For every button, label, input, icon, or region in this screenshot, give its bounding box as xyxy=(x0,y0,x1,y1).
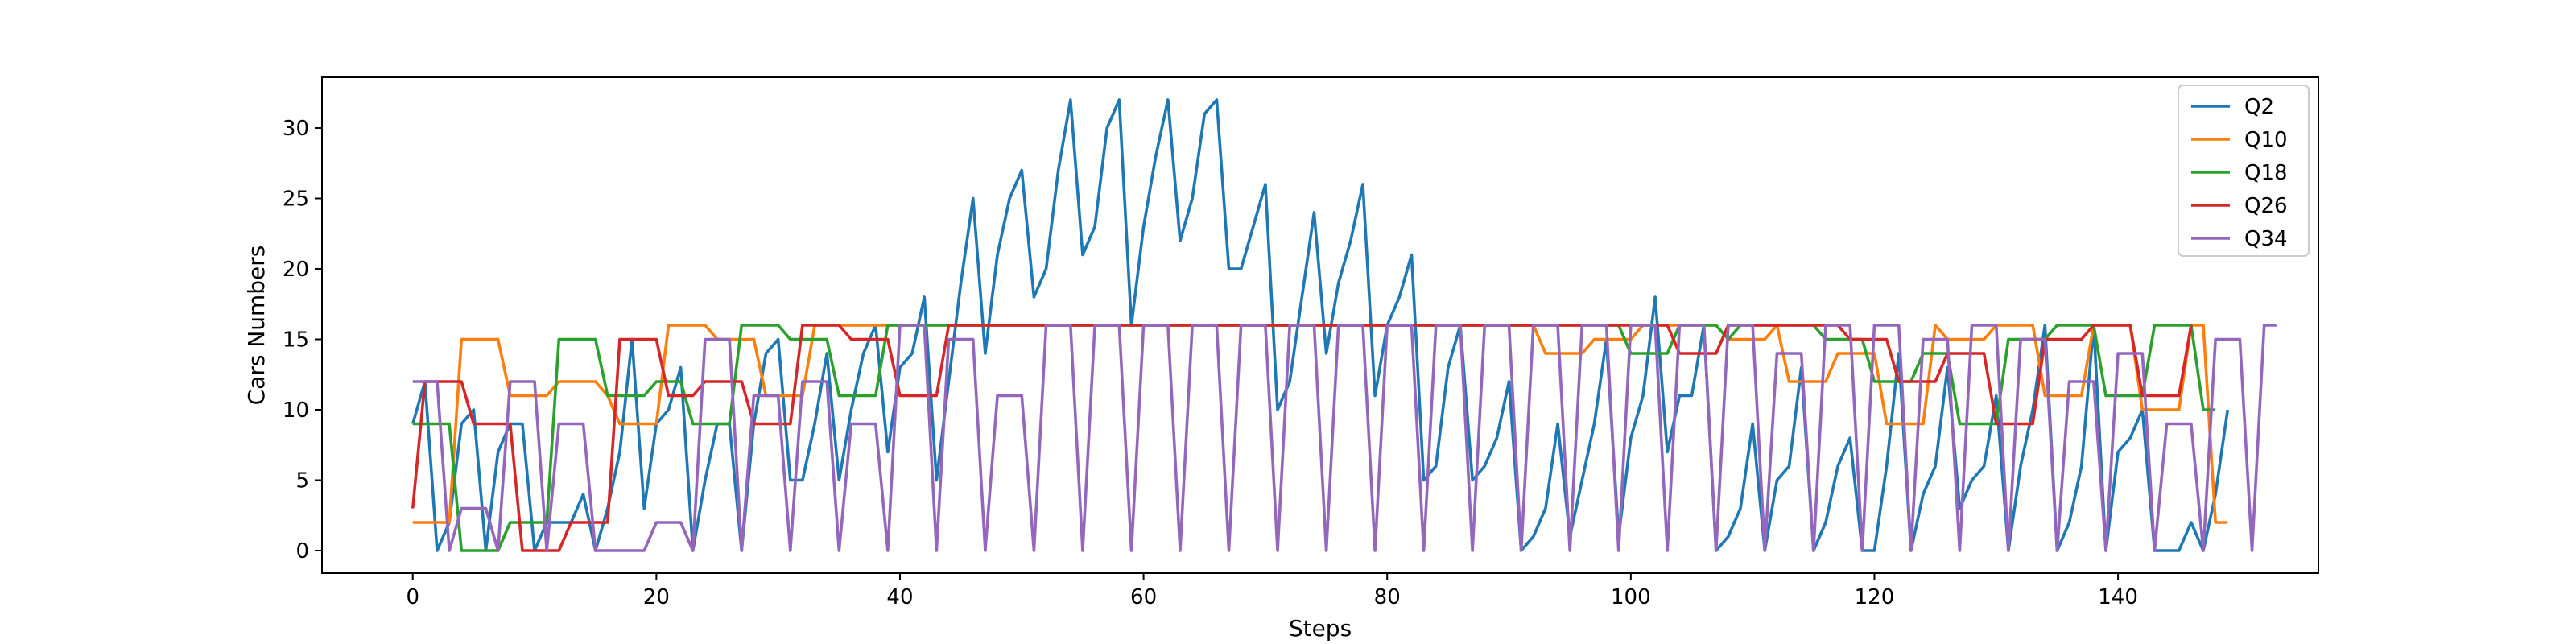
y-tick-label: 15 xyxy=(283,328,309,353)
y-axis-label: Cars Numbers xyxy=(243,246,270,406)
y-tick-label: 25 xyxy=(283,188,309,212)
x-tick-label: 100 xyxy=(1611,585,1651,609)
y-tick-label: 0 xyxy=(295,539,309,564)
x-tick-label: 60 xyxy=(1130,585,1157,609)
x-tick-label: 140 xyxy=(2098,585,2138,609)
y-tick-label: 30 xyxy=(283,117,309,141)
legend-box xyxy=(2178,85,2310,257)
y-tick-label: 5 xyxy=(295,469,309,493)
legend-label-q18: Q18 xyxy=(2244,161,2288,185)
x-axis-label: Steps xyxy=(1289,615,1352,642)
x-tick-label: 80 xyxy=(1374,585,1401,609)
y-tick-label: 10 xyxy=(283,398,309,423)
y-axis: 0 5 10 15 20 25 30 xyxy=(283,117,322,564)
legend-label-q10: Q10 xyxy=(2244,128,2288,152)
x-tick-label: 40 xyxy=(886,585,913,609)
series-line-q2 xyxy=(411,98,2230,552)
legend-label-q2: Q2 xyxy=(2244,95,2274,119)
x-tick-label: 120 xyxy=(1855,585,1895,609)
x-tick-label: 20 xyxy=(643,585,670,609)
legend-label-q26: Q26 xyxy=(2244,194,2288,218)
x-axis: 0 20 40 60 80 100 120 140 xyxy=(406,573,2138,609)
legend: Q2 Q10 Q18 Q26 Q34 xyxy=(2178,85,2310,257)
y-tick-label: 20 xyxy=(283,258,309,282)
legend-label-q34: Q34 xyxy=(2244,227,2288,251)
series-layer xyxy=(411,98,2277,552)
series-line-q34 xyxy=(412,324,2277,552)
x-tick-label: 0 xyxy=(406,585,419,609)
plot-area: 0 20 40 60 80 100 120 140 0 5 10 15 20 25 30 Steps Ca… xyxy=(243,76,2319,642)
